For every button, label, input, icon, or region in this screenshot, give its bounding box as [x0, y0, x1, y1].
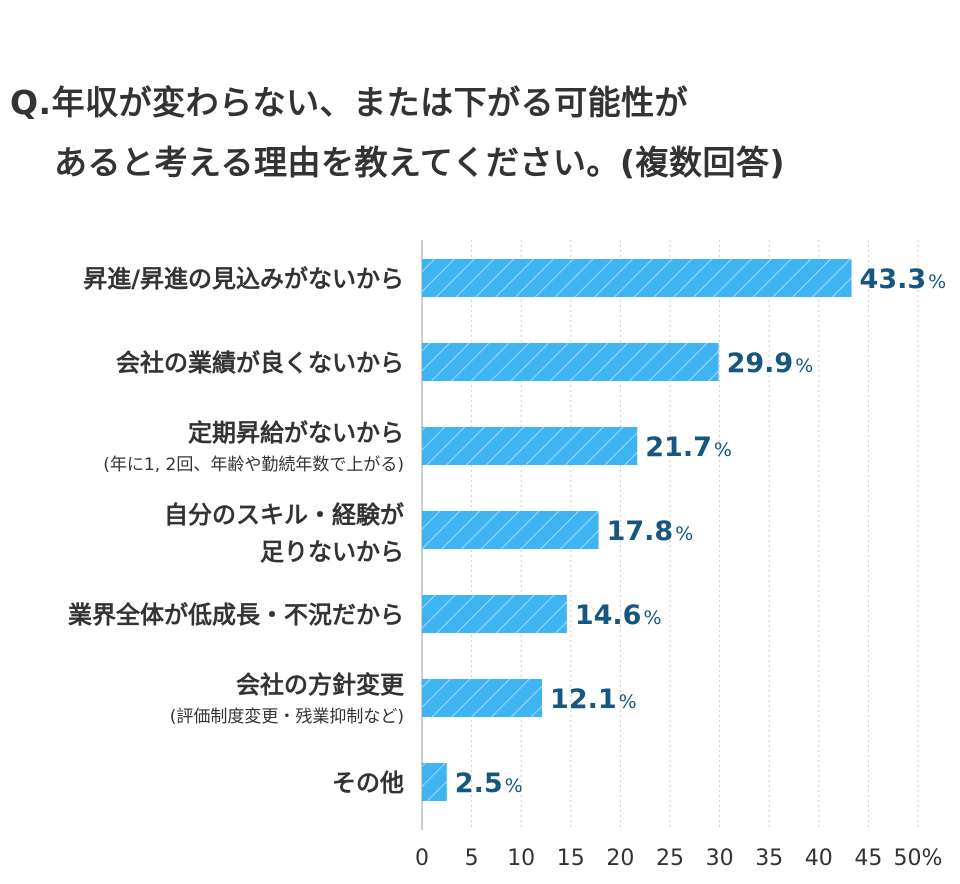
- data-label: 12.1%: [550, 684, 637, 715]
- data-label: 17.8%: [607, 516, 694, 547]
- data-label-unit: %: [795, 355, 813, 377]
- x-tick-label: 30: [706, 846, 734, 871]
- title-line-2: あると考える理由を教えてください。(複数回答): [54, 143, 786, 182]
- category-label: 会社の業績が良くないから: [116, 349, 404, 377]
- category-label: 自分のスキル・経験が: [164, 501, 404, 529]
- data-label-unit: %: [619, 691, 637, 713]
- bar: [422, 763, 447, 801]
- data-label: 21.7%: [645, 432, 732, 463]
- category-label: 昇進/昇進の見込みがないから: [83, 265, 404, 293]
- category-sublabel: (評価制度変更・残業抑制など): [170, 707, 404, 727]
- bar: [422, 343, 719, 381]
- data-label: 29.9%: [727, 348, 814, 379]
- data-label-unit: %: [505, 775, 523, 797]
- bar: [422, 259, 852, 297]
- category-label: 定期昇給がないから: [188, 419, 404, 447]
- bar: [422, 511, 599, 549]
- data-label: 43.3%: [860, 264, 947, 295]
- category-label: その他: [332, 769, 404, 797]
- category-label: 会社の方針変更: [236, 671, 405, 699]
- x-axis-tick-labels: 0 5 10 15 20 25 30 35 40 45 50%: [415, 846, 942, 871]
- x-tick-label: 35: [755, 846, 783, 871]
- x-tick-label: 45: [854, 846, 882, 871]
- x-tick-label: 25: [656, 846, 684, 871]
- data-label-unit: %: [675, 523, 693, 545]
- bar: [422, 595, 567, 633]
- data-label: 2.5%: [455, 768, 523, 799]
- bar: [422, 679, 543, 717]
- data-label-unit: %: [643, 607, 661, 629]
- data-label: 14.6%: [575, 600, 662, 631]
- x-tick-label: 0: [415, 846, 429, 871]
- category-label: 業界全体が低成長・不況だから: [68, 601, 404, 629]
- bar: [422, 427, 638, 465]
- category-label: 足りないから: [260, 538, 404, 566]
- data-label-unit: %: [714, 439, 732, 461]
- x-tick-label: 15: [557, 846, 585, 871]
- x-tick-label: 40: [805, 846, 833, 871]
- data-label-unit: %: [928, 271, 946, 293]
- x-tick-label: 5: [465, 846, 479, 871]
- category-sublabel: (年に1, 2回、年齢や勤続年数で上がる): [103, 455, 404, 475]
- chart-title: Q.年収が変わらない、または下がる可能性が あると考える理由を教えてください。(…: [0, 0, 960, 200]
- title-line-1: Q.年収が変わらない、または下がる可能性が: [10, 83, 689, 122]
- bars: [422, 259, 852, 801]
- x-tick-label: 50%: [894, 846, 943, 871]
- x-tick-label: 10: [507, 846, 535, 871]
- x-tick-label: 20: [606, 846, 634, 871]
